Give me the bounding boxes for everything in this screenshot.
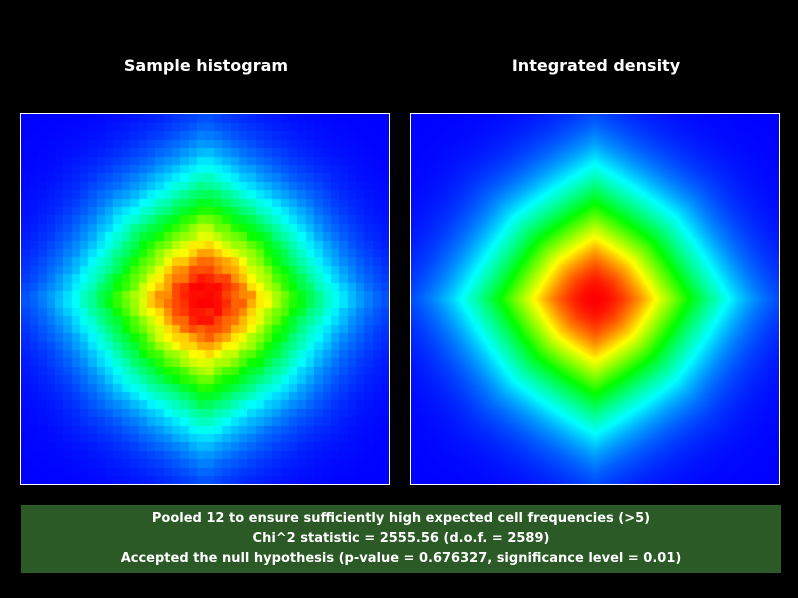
test-result-box: Pooled 12 to ensure sufficiently high ex… [21, 505, 781, 573]
hypothesis-result: Accepted the null hypothesis (p-value = … [120, 551, 682, 566]
pooling-message: Pooled 12 to ensure sufficiently high ex… [151, 511, 651, 526]
chi-square-statistic: Chi^2 statistic = 2555.56 (d.o.f. = 2589… [252, 531, 550, 546]
histogram-plot [20, 113, 390, 485]
density-plot [410, 113, 780, 485]
density-title: Integrated density [511, 56, 681, 75]
histogram-heatmap [21, 114, 389, 484]
histogram-title: Sample histogram [123, 56, 289, 75]
density-heatmap [411, 114, 779, 484]
